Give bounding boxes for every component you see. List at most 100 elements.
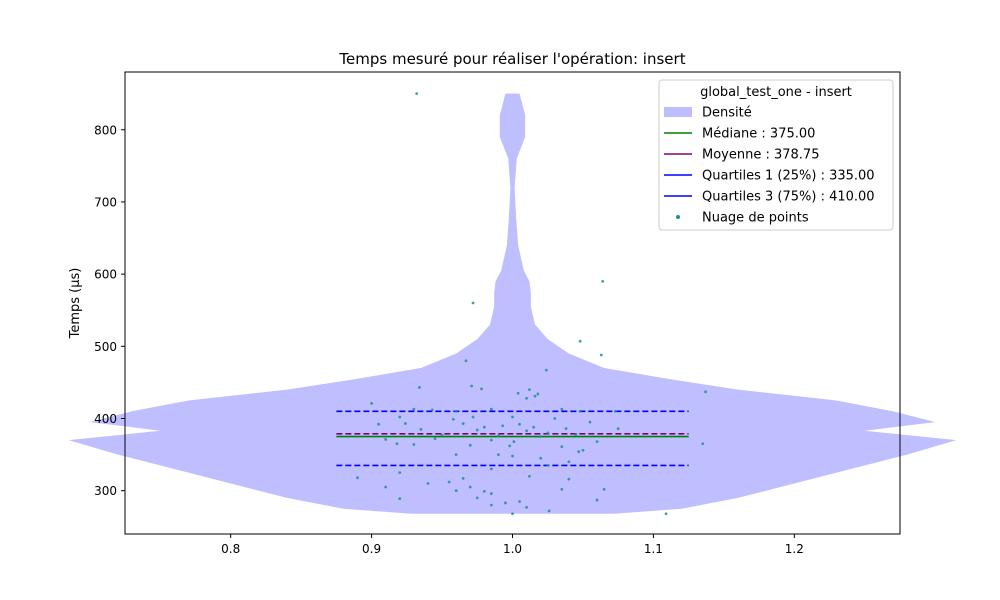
legend-label: Nuage de points [702, 211, 809, 226]
scatter-point [419, 427, 423, 431]
scatter-point [546, 431, 550, 435]
scatter-point [504, 501, 507, 505]
scatter-point [512, 440, 516, 443]
scatter-point [440, 433, 444, 437]
scatter-point [536, 392, 540, 396]
scatter-point [577, 450, 581, 454]
scatter-point [489, 492, 493, 495]
scatter-point [497, 453, 500, 456]
scatter-point [528, 388, 531, 392]
y-axis: 300 400 500 600 700 800 [94, 123, 125, 498]
scatter-point [395, 442, 399, 446]
scatter-point [588, 420, 592, 424]
scatter-point [525, 396, 528, 400]
scatter-point [599, 353, 603, 357]
scatter-point [532, 425, 536, 429]
scatter-point [418, 386, 421, 389]
scatter-point [426, 482, 430, 485]
scatter-point [451, 417, 455, 421]
legend-handle-nuage-de-points [676, 215, 680, 219]
scatter-point [574, 432, 578, 436]
scatter-point [377, 422, 381, 426]
scatter-point [560, 407, 564, 411]
scatter-point [601, 279, 605, 283]
scatter-point [595, 498, 599, 502]
chart-title: Temps mesuré pour réaliser l'opération: … [338, 50, 685, 68]
scatter-point [471, 301, 475, 305]
scatter-point [433, 437, 437, 441]
scatter-point [454, 409, 458, 413]
x-tick-label: 1.0 [503, 542, 522, 556]
x-tick-label: 0.9 [362, 542, 381, 556]
scatter-point [470, 384, 474, 388]
scatter-point [482, 425, 486, 429]
scatter-point [701, 442, 705, 446]
scatter-point [518, 422, 521, 426]
scatter-point [508, 444, 512, 448]
scatter-point [489, 438, 493, 442]
scatter-point [404, 422, 407, 425]
scatter-point [516, 391, 520, 395]
scatter-point [567, 477, 571, 481]
scatter-point [370, 401, 373, 405]
y-tick-label: 800 [94, 123, 117, 137]
scatter-point [539, 456, 543, 460]
scatter-point [511, 454, 514, 458]
scatter-point [384, 438, 388, 441]
scatter-point [497, 434, 500, 438]
scatter-point [430, 408, 434, 412]
y-tick-label: 300 [94, 484, 117, 498]
legend-label: Quartiles 1 (25%) : 335.00 [702, 169, 875, 184]
scatter-point [398, 415, 402, 419]
scatter-point [468, 443, 472, 447]
scatter-point [602, 487, 606, 491]
scatter-point [528, 474, 531, 478]
y-tick-label: 700 [94, 195, 117, 209]
scatter-point [547, 509, 551, 513]
legend-frame [658, 79, 894, 231]
scatter-point [525, 505, 528, 509]
scatter-point [581, 448, 585, 452]
scatter-point [454, 453, 458, 456]
scatter-point [398, 471, 402, 475]
legend-label: Moyenne : 378.75 [702, 148, 819, 163]
scatter-point [533, 394, 537, 398]
scatter-point [356, 476, 359, 480]
scatter-point [398, 497, 402, 501]
scatter-point [511, 415, 514, 419]
legend-title: global_test_one - insert [700, 85, 852, 100]
scatter-point [539, 435, 543, 438]
scatter-point [613, 409, 617, 413]
scatter-point [511, 512, 514, 516]
scatter-point [461, 477, 465, 480]
x-tick-label: 1.1 [644, 542, 663, 556]
scatter-point [553, 417, 557, 420]
violin-layer [68, 93, 957, 514]
scatter-point [475, 496, 479, 500]
legend-handle-densit [664, 107, 692, 117]
scatter-point [704, 390, 707, 394]
scatter-point [471, 415, 475, 419]
scatter-point [564, 427, 568, 431]
legend-label: Densité [702, 106, 752, 121]
scatter-point [480, 387, 483, 391]
scatter-point [595, 440, 599, 443]
scatter-point [544, 368, 548, 372]
legend: global_test_one - insert Densité Médiane … [658, 79, 894, 231]
scatter-point [447, 480, 451, 484]
scatter-point [616, 427, 620, 431]
scatter-point [412, 443, 416, 446]
legend-label: Médiane : 375.00 [702, 127, 815, 142]
scatter-point [546, 464, 550, 467]
plot-area [68, 71, 957, 535]
scatter-point [482, 490, 486, 493]
y-tick-label: 400 [94, 412, 117, 426]
scatter-point [475, 428, 479, 432]
scatter-point [384, 485, 388, 489]
scatter-point [461, 422, 465, 425]
scatter-point [501, 424, 505, 428]
scatter-point [567, 460, 571, 464]
x-tick-label: 0.8 [221, 542, 240, 556]
scatter-point [415, 92, 419, 96]
